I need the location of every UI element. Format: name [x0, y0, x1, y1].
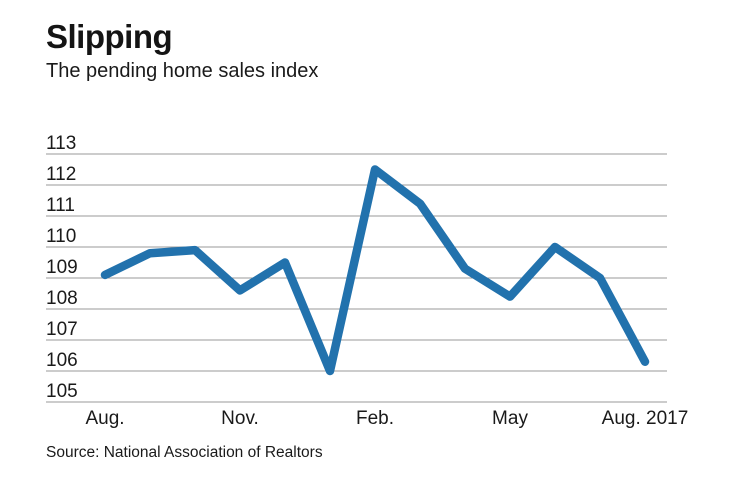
y-axis-tick-label: 107	[46, 319, 78, 340]
x-axis-tick-label: Nov.	[221, 408, 259, 429]
y-axis-tick-label: 110	[46, 226, 76, 247]
x-axis-tick-label: Feb.	[356, 408, 394, 429]
x-axis-tick-label: Aug. 2017	[602, 408, 689, 429]
y-axis-tick-label: 111	[46, 195, 75, 216]
y-axis-tick-label: 108	[46, 288, 78, 309]
y-axis-tick-label: 106	[46, 350, 78, 371]
y-axis-tick-label: 113	[46, 133, 76, 154]
y-axis-tick-label: 112	[46, 164, 76, 185]
x-axis-tick-label: May	[492, 408, 528, 429]
page-subtitle: The pending home sales index	[46, 60, 319, 82]
source-credit: Source: National Association of Realtors	[46, 444, 323, 461]
x-axis-tick-label: Aug.	[85, 408, 124, 429]
pending-home-sales-line	[100, 165, 650, 376]
page-title: Slipping	[46, 18, 173, 55]
y-axis-tick-label: 105	[46, 381, 78, 402]
y-axis-tick-label: 109	[46, 257, 78, 278]
